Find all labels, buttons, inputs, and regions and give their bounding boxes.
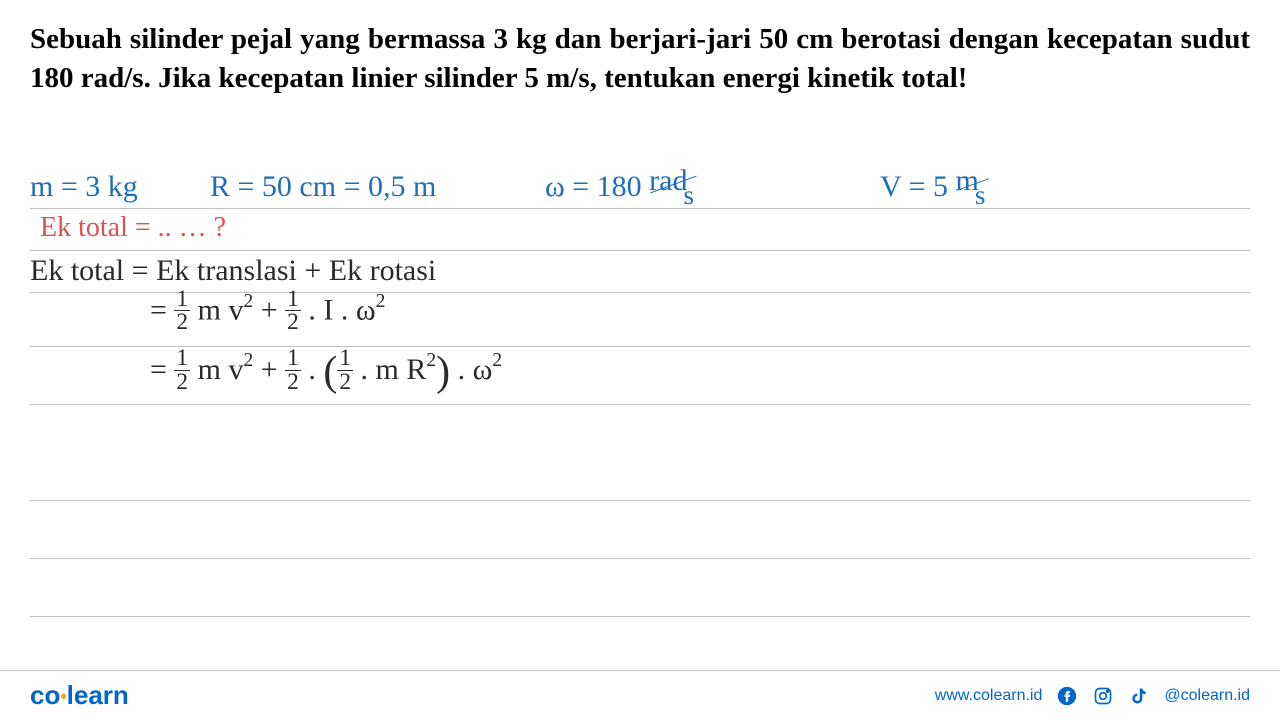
tiktok-icon: [1128, 685, 1150, 707]
footer-url: www.colearn.id: [935, 687, 1043, 705]
brand-co: co: [30, 680, 60, 710]
footer-right: www.colearn.id @colearn.id: [935, 685, 1250, 707]
ruled-line: [30, 404, 1250, 405]
ruled-line: [30, 616, 1250, 617]
given-w: ω = 180 rads: [545, 170, 698, 204]
ruled-line: [30, 250, 1250, 251]
ask-line: Ek total = .. … ?: [40, 212, 226, 244]
ruled-line: [30, 500, 1250, 501]
step1: Ek total = Ek translasi + Ek rotasi: [30, 254, 436, 288]
footer-handle: @colearn.id: [1164, 687, 1250, 705]
ruled-line: [30, 346, 1250, 347]
brand-learn: learn: [67, 680, 129, 710]
step2: = 12 m v2 + 12 . I . ω2: [150, 290, 385, 335]
ruled-line: [30, 558, 1250, 559]
brand-logo: co•learn: [30, 680, 129, 711]
given-R: R = 50 cm = 0,5 m: [210, 170, 436, 204]
footer: co•learn www.colearn.id @colearn.id: [0, 670, 1280, 720]
step3: = 12 m v2 + 12 . (12 . m R2) . ω2: [150, 348, 502, 396]
facebook-icon: [1056, 685, 1078, 707]
worksheet-area: m = 3 kg R = 50 cm = 0,5 m ω = 180 rads …: [0, 170, 1280, 670]
question-text: Sebuah silinder pejal yang bermassa 3 kg…: [0, 0, 1280, 108]
ruled-line: [30, 208, 1250, 209]
given-m: m = 3 kg: [30, 170, 138, 204]
instagram-icon: [1092, 685, 1114, 707]
given-v: V = 5 ms: [880, 170, 989, 204]
